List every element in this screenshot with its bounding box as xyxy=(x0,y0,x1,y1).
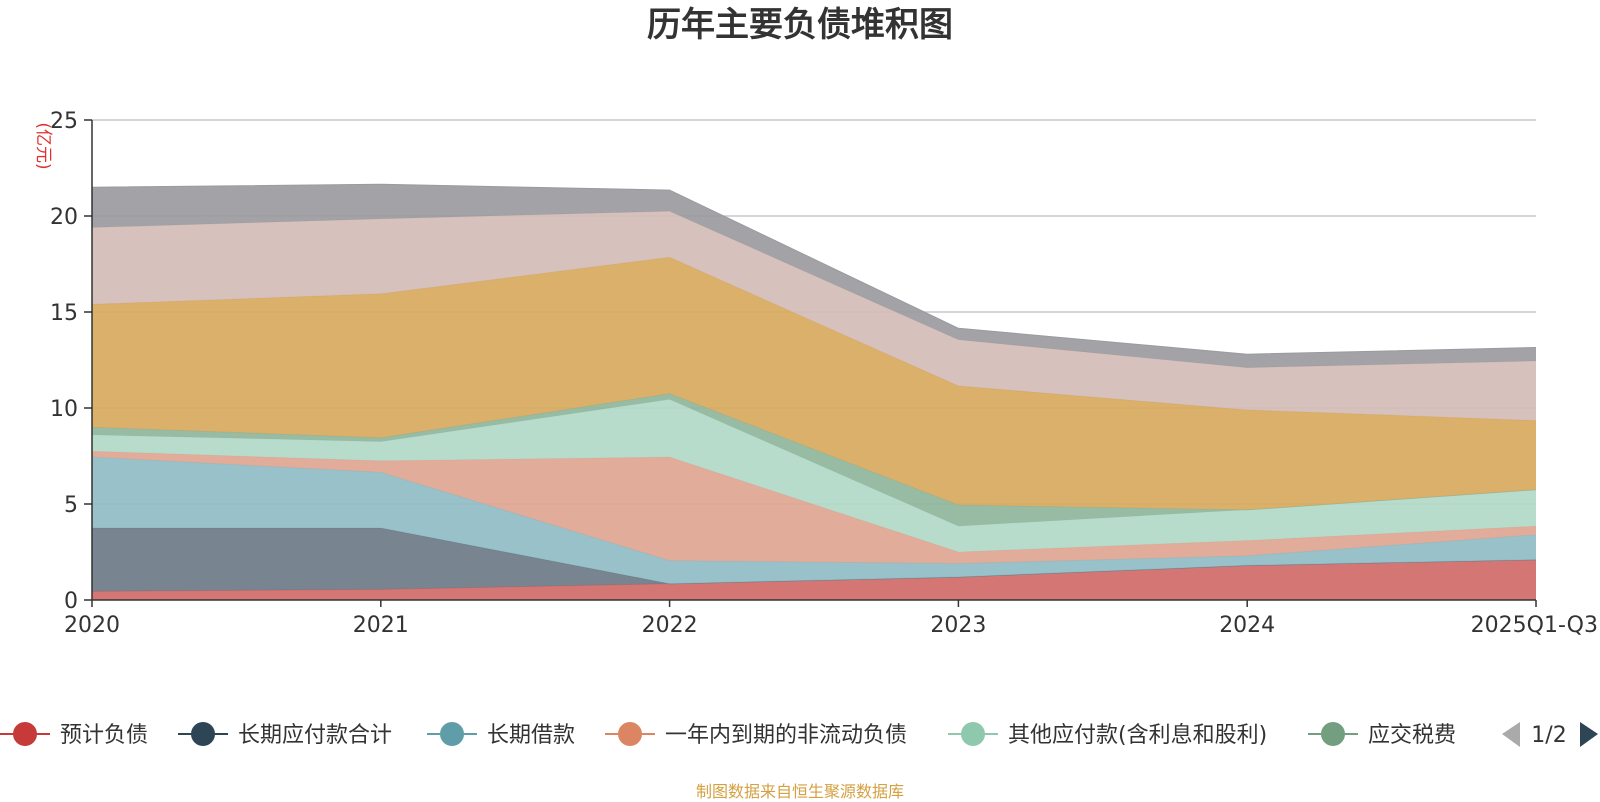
legend-swatch-marker xyxy=(13,722,37,746)
legend-page-indicator: 1/2 xyxy=(1531,723,1566,748)
y-tick-label: 5 xyxy=(64,493,78,518)
legend-label: 预计负债 xyxy=(60,723,148,748)
legend-swatch-marker xyxy=(440,722,464,746)
x-tick-label: 2020 xyxy=(64,613,120,638)
y-tick-label: 15 xyxy=(50,301,78,326)
legend-label: 长期应付款合计 xyxy=(238,723,392,748)
legend-label: 应交税费 xyxy=(1368,723,1456,748)
legend-label: 其他应付款(含利息和股利) xyxy=(1008,723,1267,748)
legend[interactable]: 预计负债 长期应付款合计 长期借款 一年内到期的非流动负债 其他应付款(含利息和股利) 应… xyxy=(0,722,1598,748)
legend-item[interactable]: 一年内到期的非流动负债 xyxy=(605,722,907,748)
stacked-areas xyxy=(91,183,1537,600)
y-tick-label: 20 xyxy=(50,205,78,230)
y-tick-label: 0 xyxy=(64,589,78,614)
legend-item[interactable]: 长期借款 xyxy=(427,722,575,748)
area-series-1 xyxy=(92,528,1536,592)
legend-label: 一年内到期的非流动负债 xyxy=(665,723,907,748)
y-tick-label: 25 xyxy=(50,109,78,134)
x-tick-label: 2022 xyxy=(642,613,698,638)
area-series-4 xyxy=(92,399,1536,552)
area-series-0 xyxy=(92,559,1536,600)
legend-swatch-marker xyxy=(191,722,215,746)
legend-swatch-marker xyxy=(1321,722,1345,746)
axes: 0 5 10 15 20 25 2020 2021 2022 2023 2024 2025Q1-Q3 xyxy=(50,109,1598,638)
legend-item[interactable]: 预计负债 xyxy=(0,722,148,748)
area-series-5 xyxy=(92,393,1536,527)
triangle-left-icon[interactable] xyxy=(1502,722,1520,747)
area-series-7 xyxy=(92,211,1536,421)
legend-label: 长期借款 xyxy=(487,723,575,748)
chart-title: 历年主要负债堆积图 xyxy=(647,5,953,45)
legend-swatch-marker xyxy=(961,722,985,746)
x-tick-label: 2023 xyxy=(930,613,986,638)
area-series-2 xyxy=(92,457,1536,584)
legend-item[interactable]: 其他应付款(含利息和股利) xyxy=(948,722,1267,748)
x-tick-label: 2025Q1-Q3 xyxy=(1471,613,1598,638)
data-source-note: 制图数据来自恒生聚源数据库 xyxy=(695,782,904,801)
legend-item[interactable]: 长期应付款合计 xyxy=(178,722,392,748)
triangle-right-icon[interactable] xyxy=(1580,722,1598,747)
y-axis-unit-label: (亿元) xyxy=(33,122,53,169)
y-tick-label: 10 xyxy=(50,397,78,422)
legend-swatch-marker xyxy=(618,722,642,746)
area-series-3 xyxy=(92,451,1536,564)
area-series-8 xyxy=(92,184,1536,368)
x-tick-label: 2024 xyxy=(1219,613,1275,638)
area-series-6 xyxy=(92,257,1536,510)
x-tick-label: 2021 xyxy=(353,613,409,638)
area-series-edge-8 xyxy=(91,183,1537,355)
legend-item[interactable]: 应交税费 xyxy=(1308,722,1456,748)
